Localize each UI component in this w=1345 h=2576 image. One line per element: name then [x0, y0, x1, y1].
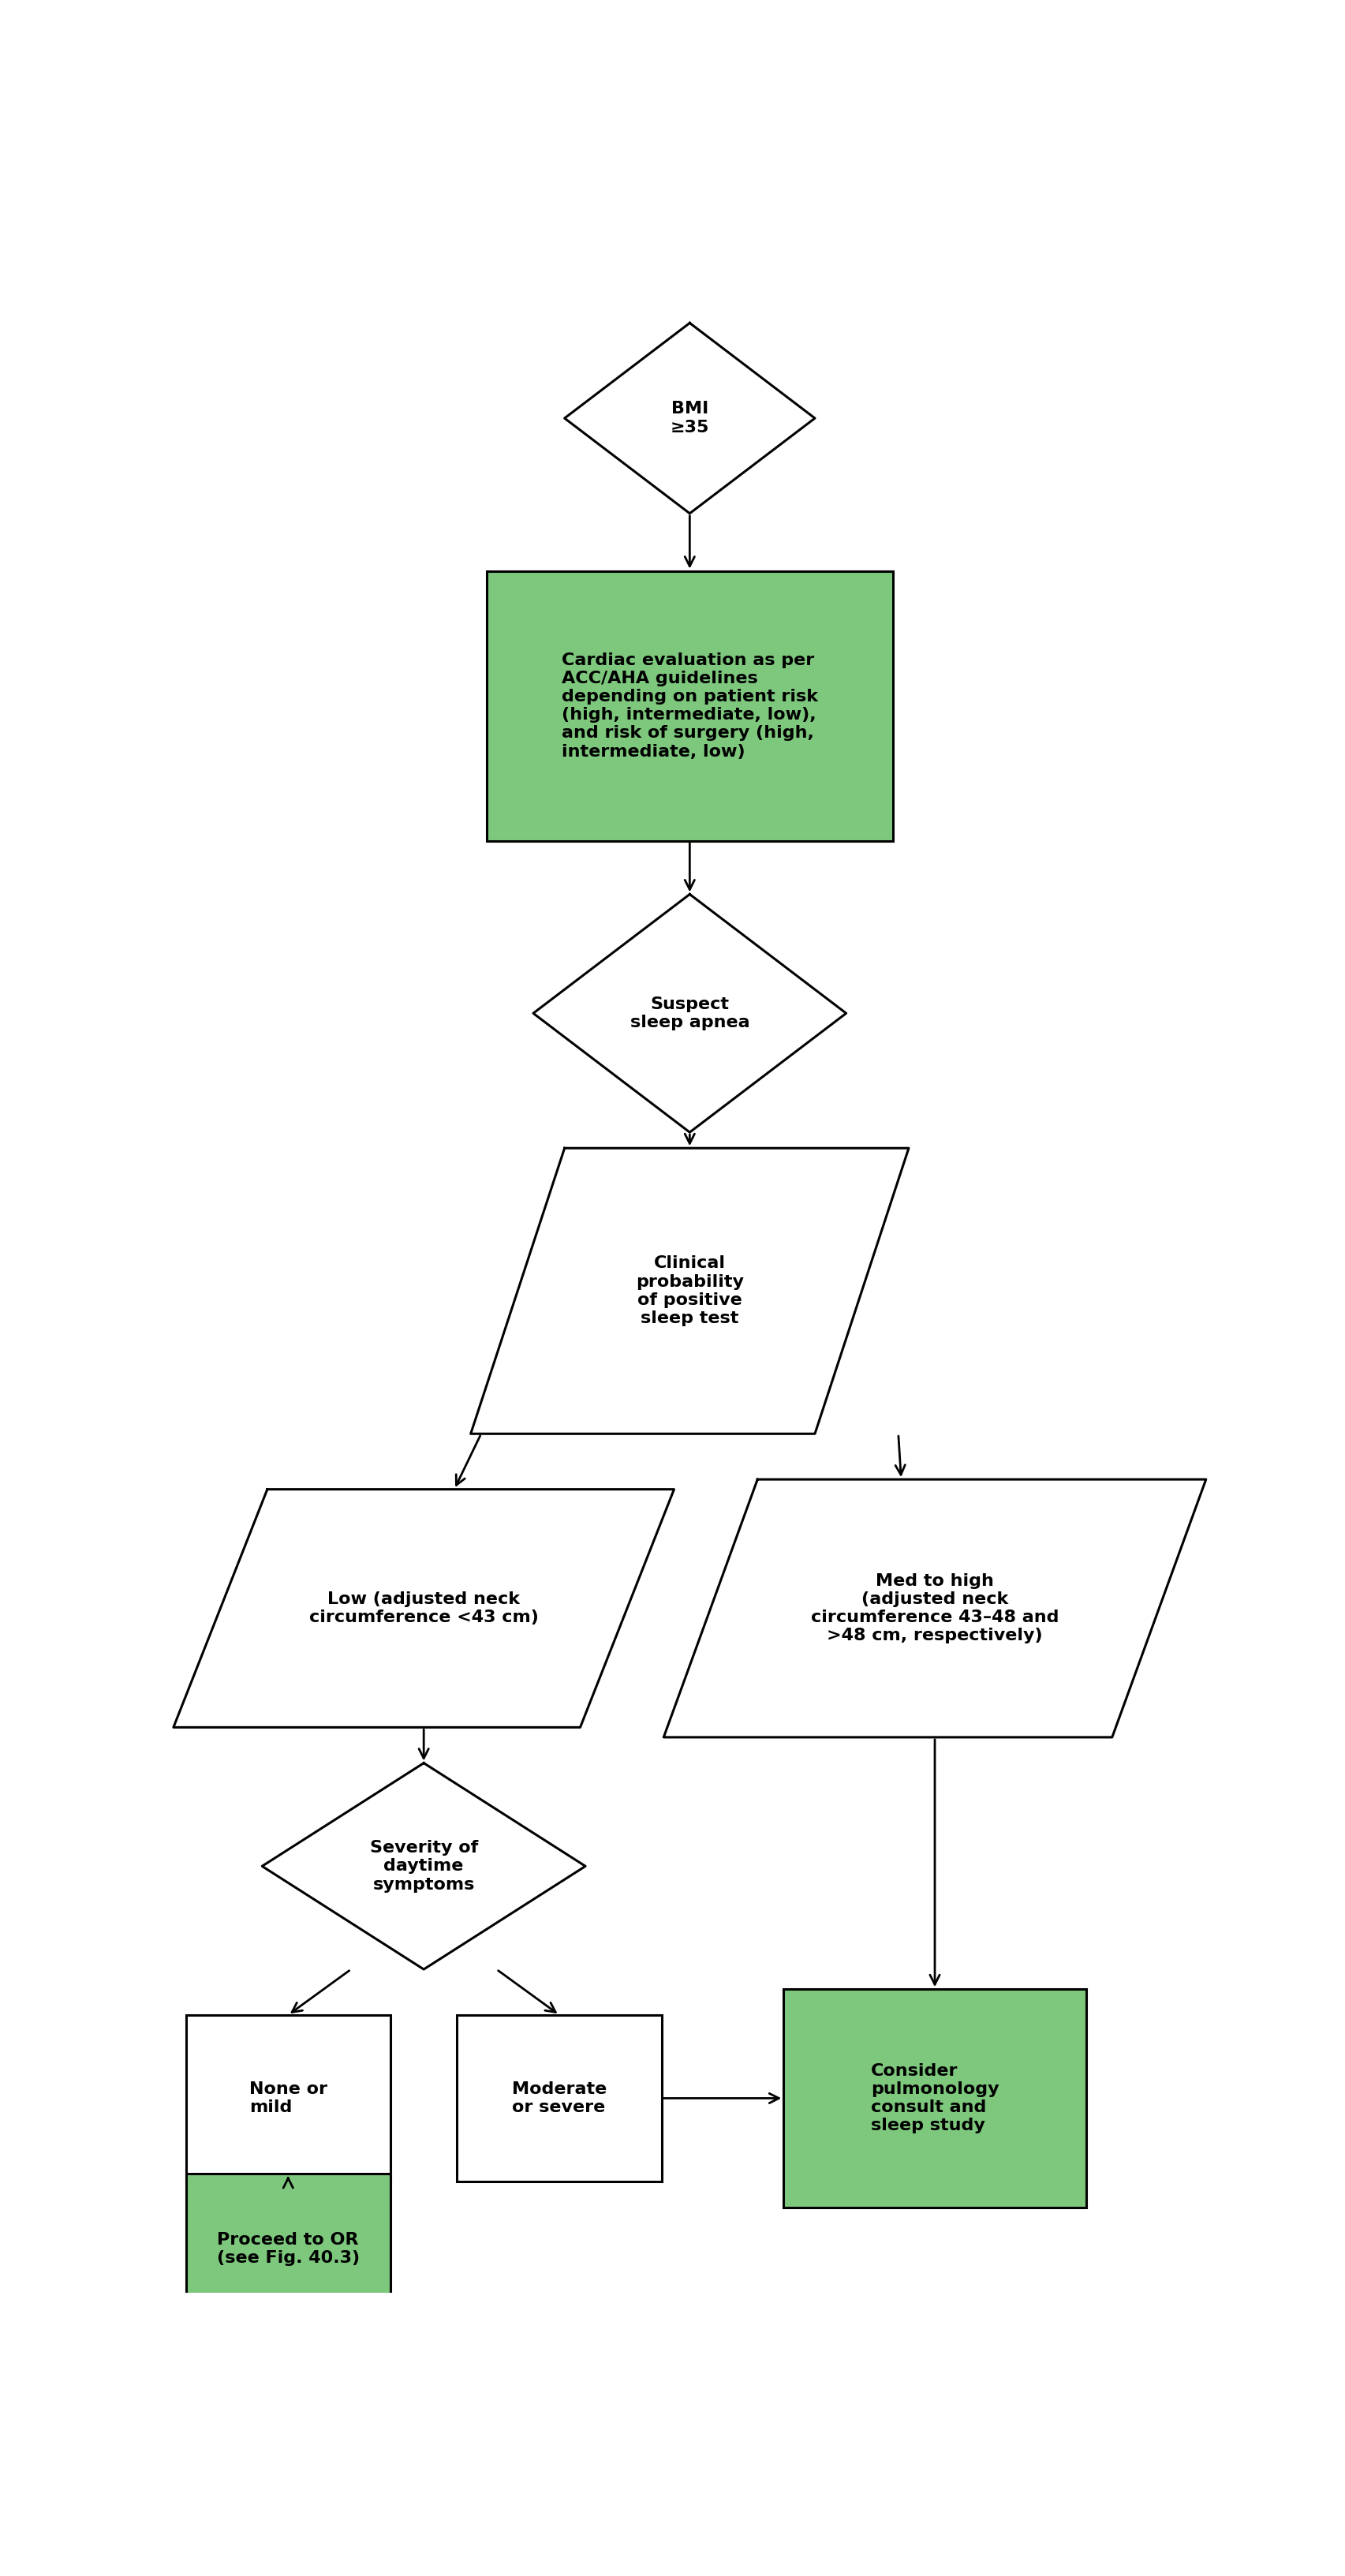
Text: Clinical
probability
of positive
sleep test: Clinical probability of positive sleep t… [635, 1255, 744, 1327]
FancyBboxPatch shape [186, 2174, 390, 2324]
Polygon shape [533, 894, 846, 1133]
Polygon shape [663, 1479, 1205, 1736]
FancyBboxPatch shape [457, 2014, 662, 2182]
Polygon shape [174, 1489, 674, 1728]
Polygon shape [262, 1762, 585, 1968]
Text: Consider
pulmonology
consult and
sleep study: Consider pulmonology consult and sleep s… [870, 2063, 998, 2133]
Text: BMI
≥35: BMI ≥35 [670, 402, 709, 435]
Text: Low (adjusted neck
circumference <43 cm): Low (adjusted neck circumference <43 cm) [309, 1592, 538, 1625]
FancyBboxPatch shape [783, 1989, 1085, 2208]
Polygon shape [565, 322, 815, 513]
FancyBboxPatch shape [486, 572, 893, 840]
Text: Proceed to OR
(see Fig. 40.3): Proceed to OR (see Fig. 40.3) [217, 2231, 359, 2267]
FancyBboxPatch shape [186, 2014, 390, 2182]
Text: None or
mild: None or mild [249, 2081, 327, 2115]
Polygon shape [471, 1149, 908, 1435]
Text: Severity of
daytime
symptoms: Severity of daytime symptoms [370, 1839, 477, 1893]
Text: Cardiac evaluation as per
ACC/AHA guidelines
depending on patient risk
(high, in: Cardiac evaluation as per ACC/AHA guidel… [561, 652, 818, 760]
Text: Moderate
or severe: Moderate or severe [511, 2081, 607, 2115]
Text: Suspect
sleep apnea: Suspect sleep apnea [629, 997, 749, 1030]
Text: Med to high
(adjusted neck
circumference 43–48 and
>48 cm, respectively): Med to high (adjusted neck circumference… [810, 1574, 1059, 1643]
